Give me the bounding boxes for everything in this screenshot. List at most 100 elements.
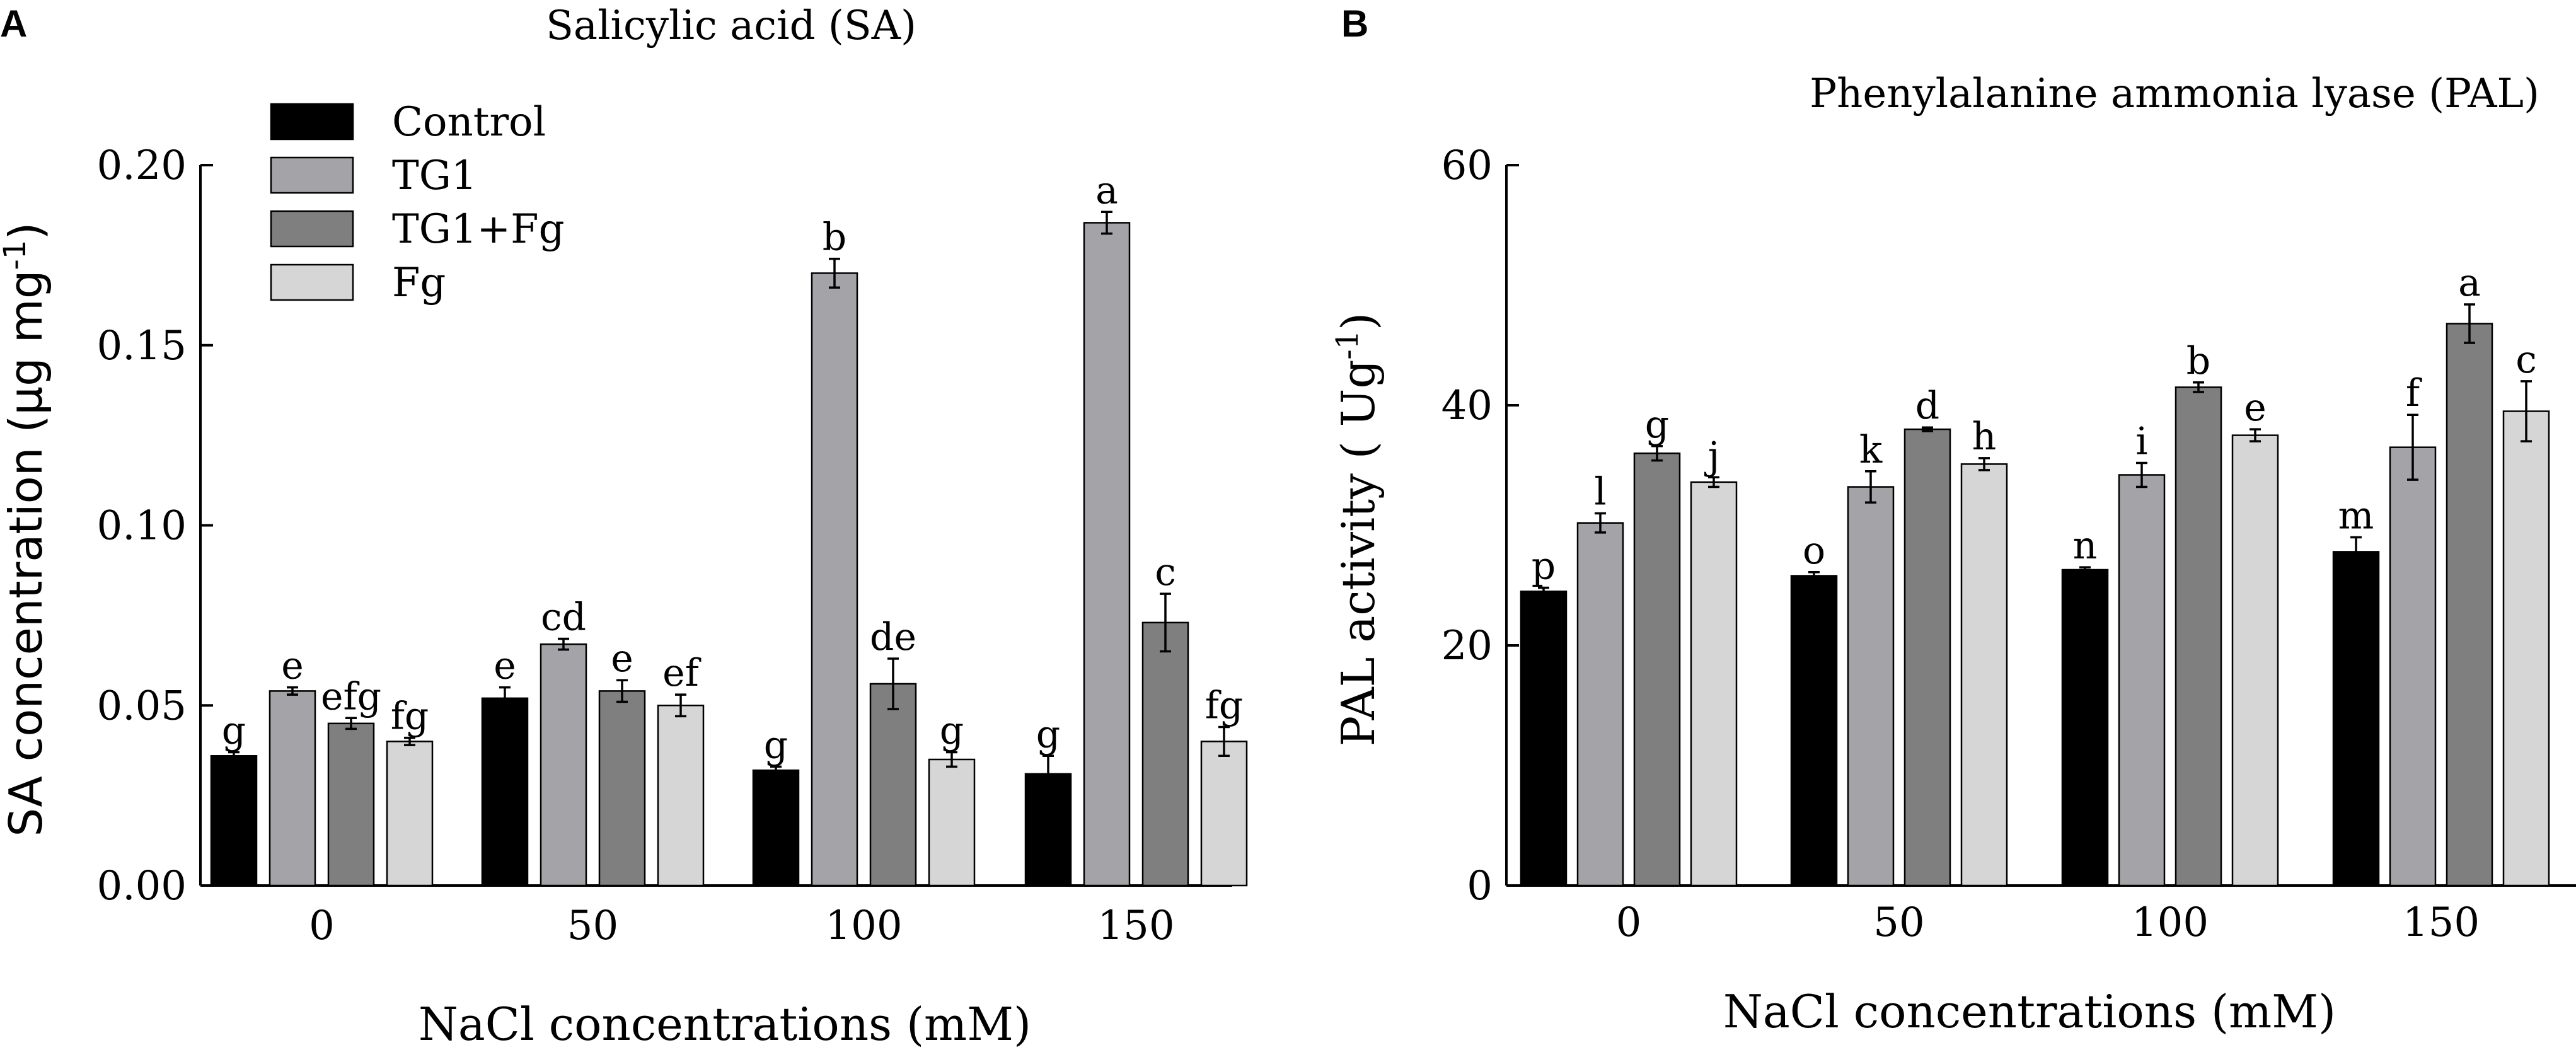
- panel-a-x-tick-label: 50: [567, 903, 618, 949]
- panel-a-error-bar: [770, 765, 782, 775]
- panel-b-significance-label: k: [1859, 428, 1883, 472]
- panel-a-significance-label: c: [1155, 550, 1176, 594]
- panel-b-significance-label: h: [1972, 415, 1997, 459]
- panel-a-bar-fg-50: [657, 705, 705, 887]
- panel-b-y-tick-label: 40: [1441, 383, 1493, 429]
- panel-b-significance-label: a: [2458, 261, 2481, 305]
- legend-label-tg1-fg: TG1+Fg: [392, 206, 565, 253]
- panel-b-x-tick-label: 0: [1616, 899, 1642, 946]
- panel-a-bar-tg1-fg-100: [869, 683, 917, 887]
- legend: Control TG1 TG1+Fg Fg: [270, 99, 565, 306]
- panel-b-error-bar: [1651, 445, 1663, 462]
- panel-b-bar-tg1-fg-50: [1903, 428, 1951, 887]
- panel-b-error-bar: [1922, 426, 1933, 432]
- panel-a-error-bar: [829, 257, 840, 289]
- panel-a-x-tick-label: 100: [825, 903, 902, 949]
- panel-a-letter: A: [0, 3, 27, 45]
- panel-b-letter: B: [1341, 3, 1368, 45]
- panel-a-bar-tg1-fg-150: [1141, 621, 1189, 887]
- panel-b-significance-label: c: [2515, 338, 2537, 382]
- panel-b-bar-fg-150: [2502, 410, 2550, 887]
- panel-b-significance-label: o: [1803, 529, 1825, 573]
- panel-a-error-bar: [1043, 754, 1054, 794]
- panel-b-error-bar: [2407, 413, 2418, 481]
- panel-b-error-bar: [2464, 303, 2475, 344]
- panel-b-significance-label: m: [2338, 494, 2374, 538]
- panel-a-bar-fg-150: [1200, 741, 1248, 887]
- panel-a-significance-label: g: [1036, 712, 1060, 756]
- panel-b-significance-label: n: [2073, 524, 2098, 568]
- panel-a-error-bar: [1101, 211, 1112, 235]
- panel-b-ylabel: PAL activity ( Ug-1): [1330, 313, 1385, 747]
- legend-swatch-tg1: [270, 156, 354, 194]
- panel-a-y-tick-label: 0.15: [97, 323, 187, 369]
- panel-b-error-bar: [2193, 381, 2204, 393]
- panel-a-y-tick-label: 0.10: [97, 503, 187, 550]
- panel-a-bar-tg1-fg-50: [598, 690, 646, 887]
- panel-b-bar-fg-0: [1690, 481, 1738, 887]
- panel-b-error-bar: [2250, 428, 2261, 442]
- panel-a-significance-label: b: [823, 216, 846, 260]
- panel-a-error-bar: [616, 679, 628, 703]
- panel-a-bar-tg1-50: [540, 643, 587, 887]
- panel-a-significance-label: de: [870, 615, 916, 659]
- panel-b-significance-label: j: [1704, 434, 1720, 478]
- panel-b-error-bar: [1978, 457, 1990, 471]
- panel-a-error-bar: [228, 751, 240, 761]
- panel-a-significance-label: fg: [1205, 684, 1244, 728]
- panel-b-title: Phenylalanine ammonia lyase (PAL): [1810, 71, 2539, 117]
- panel-a-significance-label: g: [940, 709, 964, 753]
- panel-b-xlabel: NaCl concentrations (mM): [1723, 985, 2336, 1038]
- panel-a-significance-label: ef: [662, 651, 702, 695]
- panel-a-significance-label: e: [611, 637, 633, 681]
- panel-b-y-tick-label: 60: [1441, 142, 1493, 189]
- panel-a-significance-label: e: [494, 644, 516, 688]
- panel-b-bar-control-100: [2061, 569, 2109, 887]
- legend-label-control: Control: [392, 99, 546, 146]
- panel-b-error-bar: [2521, 380, 2532, 442]
- panel-b-bar-tg1-100: [2118, 474, 2166, 887]
- panel-a-error-bar: [946, 751, 957, 768]
- panel-b-bar-tg1-50: [1847, 486, 1895, 887]
- panel-a-significance-label: g: [764, 723, 788, 767]
- panel-b-bar-control-50: [1790, 575, 1838, 887]
- panel-a-significance-label: fg: [391, 695, 429, 739]
- panel-a-error-bar: [404, 736, 415, 746]
- panel-a-error-bar: [558, 637, 569, 651]
- panel-a-bar-control-50: [481, 697, 529, 887]
- panel-a-error-bar: [887, 657, 899, 710]
- panel-a-bar-tg1-0: [269, 690, 316, 887]
- panel-a-bar-fg-100: [928, 758, 976, 887]
- panel-b-x-tick-label: 50: [1873, 899, 1924, 946]
- panel-a-title: Salicylic acid (SA): [546, 3, 916, 49]
- panel-b-error-bar: [1808, 571, 1820, 580]
- panel-b-significance-label: p: [1532, 545, 1556, 589]
- panel-b-error-bar: [1595, 512, 1606, 534]
- panel-a-error-bar: [345, 717, 357, 730]
- panel-b-significance-label: i: [2135, 419, 2147, 463]
- panel-a-significance-label: g: [222, 709, 246, 753]
- panel-a-error-bar: [287, 686, 298, 696]
- panel-a-bar-tg1-150: [1083, 222, 1131, 887]
- panel-b-bar-fg-100: [2231, 434, 2279, 887]
- panel-b-error-bar: [2079, 566, 2091, 574]
- panel-b-significance-label: g: [1645, 403, 1669, 447]
- legend-swatch-fg: [270, 263, 354, 301]
- panel-b-error-bar: [1708, 476, 1719, 488]
- panel-a-significance-label: e: [281, 644, 304, 688]
- panel-a-bar-control-100: [752, 769, 800, 887]
- panel-b-error-bar: [2136, 461, 2147, 488]
- legend-item-tg1: TG1: [270, 153, 477, 199]
- panel-b-significance-label: l: [1594, 470, 1606, 514]
- panel-b-bar-control-150: [2332, 551, 2380, 887]
- panel-a-significance-label: a: [1095, 168, 1118, 212]
- panel-b-x-tick-label: 150: [2403, 899, 2480, 946]
- panel-a-ylabel: SA concentration (μg mg-1): [0, 222, 52, 836]
- panel-b-y-tick-label: 0: [1467, 863, 1493, 909]
- legend-item-control: Control: [270, 99, 546, 146]
- legend-label-fg: Fg: [392, 260, 446, 306]
- legend-item-fg: Fg: [270, 260, 446, 306]
- panel-a-error-bar: [675, 693, 686, 718]
